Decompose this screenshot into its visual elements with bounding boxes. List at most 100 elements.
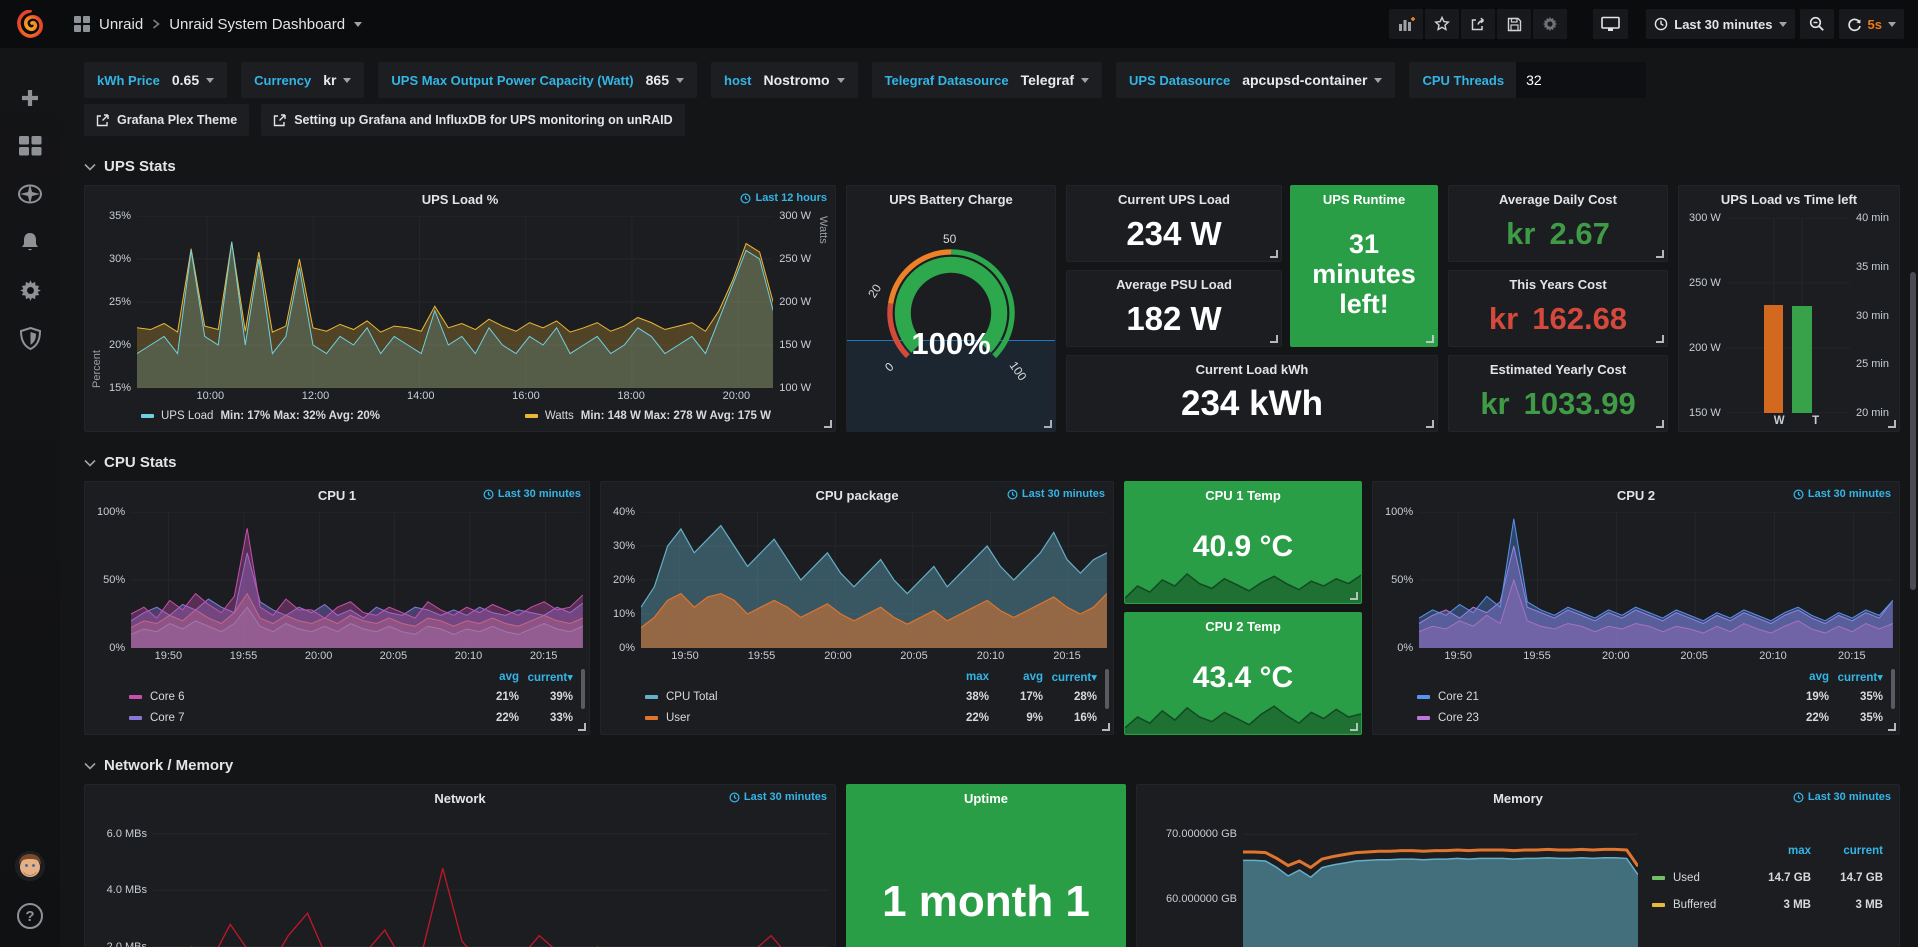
legend-sort-header[interactable]: current▾ bbox=[1051, 671, 1097, 684]
variable-value[interactable]: apcupsd-container bbox=[1242, 72, 1383, 88]
section-network-memory[interactable]: Network / Memory bbox=[84, 757, 1900, 774]
dashboard-settings-button[interactable] bbox=[1533, 9, 1568, 39]
panel-title[interactable]: Average PSU Load bbox=[1116, 276, 1232, 292]
legend-sort-header[interactable]: current bbox=[1843, 844, 1883, 857]
legend-series-toggle[interactable]: User bbox=[645, 712, 935, 724]
page-scrollbar[interactable] bbox=[1910, 272, 1916, 590]
plot-area[interactable] bbox=[641, 512, 1107, 648]
panel-title[interactable]: Estimated Yearly Cost bbox=[1489, 361, 1627, 377]
panel-title[interactable]: UPS Load % bbox=[421, 191, 499, 207]
network-chart[interactable] bbox=[153, 815, 829, 947]
plot-area[interactable] bbox=[131, 512, 583, 648]
sidebar-item-create[interactable] bbox=[18, 86, 42, 110]
panel-time-override[interactable]: Last 30 minutes bbox=[1007, 488, 1105, 500]
share-button[interactable] bbox=[1461, 9, 1496, 39]
variable-telegraf-datasource[interactable]: Telegraf Datasource Telegraf bbox=[871, 62, 1103, 98]
chevron-down-icon[interactable] bbox=[354, 21, 363, 27]
panel-title[interactable]: This Years Cost bbox=[1509, 276, 1607, 292]
legend-series-toggle[interactable]: Core 6 bbox=[129, 691, 465, 703]
legend-sort-header[interactable]: avg bbox=[1023, 670, 1043, 683]
legend-series-toggle[interactable]: Used bbox=[1652, 872, 1739, 884]
zoom-out-button[interactable] bbox=[1799, 9, 1834, 39]
panel-title[interactable]: CPU package bbox=[815, 487, 899, 503]
save-button[interactable] bbox=[1497, 9, 1532, 39]
panel-title[interactable]: UPS Battery Charge bbox=[889, 191, 1013, 207]
sidebar-item-configuration[interactable] bbox=[18, 278, 42, 302]
sidebar-item-server-admin[interactable] bbox=[18, 326, 42, 350]
panel-time-override[interactable]: Last 12 hours bbox=[740, 192, 827, 204]
variable-ups-max-output[interactable]: UPS Max Output Power Capacity (Watt) 865 bbox=[378, 62, 697, 98]
variable-value[interactable]: 0.65 bbox=[172, 72, 215, 88]
panel-title[interactable]: UPS Runtime bbox=[1322, 191, 1406, 207]
panel-title[interactable]: Uptime bbox=[963, 790, 1009, 806]
sidebar-item-explore[interactable] bbox=[18, 182, 42, 206]
plot-area[interactable] bbox=[1727, 218, 1850, 413]
legend-series-toggle[interactable]: Core 21 bbox=[1417, 691, 1775, 703]
user-avatar[interactable] bbox=[15, 851, 45, 881]
cycle-view-mode-button[interactable] bbox=[1593, 9, 1629, 39]
bar-W[interactable] bbox=[1763, 305, 1784, 413]
variable-kwh-price[interactable]: kWh Price 0.65 bbox=[84, 62, 228, 98]
legend-scrollbar[interactable] bbox=[581, 669, 585, 709]
variable-currency[interactable]: Currency kr bbox=[241, 62, 365, 98]
add-panel-button[interactable] bbox=[1389, 9, 1424, 39]
plot-area[interactable] bbox=[137, 216, 774, 388]
panel-time-override[interactable]: Last 30 minutes bbox=[483, 488, 581, 500]
legend-sort-header[interactable]: max bbox=[1787, 844, 1811, 857]
legend-sort-header[interactable]: max bbox=[965, 670, 989, 683]
sidebar-item-alerting[interactable] bbox=[18, 230, 42, 254]
section-ups-stats[interactable]: UPS Stats bbox=[84, 158, 1900, 175]
variable-ups-datasource[interactable]: UPS Datasource apcupsd-container bbox=[1116, 62, 1396, 98]
legend-series-toggle[interactable]: CPU Total bbox=[645, 691, 935, 703]
legend-sort-header[interactable]: avg bbox=[499, 670, 519, 683]
plot-area[interactable] bbox=[1243, 815, 1638, 947]
legend-series-toggle[interactable]: Core 23 bbox=[1417, 712, 1775, 724]
link-grafana-plex-theme[interactable]: Grafana Plex Theme bbox=[84, 104, 250, 136]
variable-value[interactable]: Nostromo bbox=[763, 72, 845, 88]
legend-series-toggle[interactable]: Buffered bbox=[1652, 899, 1739, 911]
cpu-threads-input[interactable]: 32 bbox=[1516, 62, 1647, 98]
memory-chart[interactable] bbox=[1243, 815, 1638, 947]
plot-area[interactable] bbox=[153, 815, 829, 947]
favorite-button[interactable] bbox=[1425, 9, 1460, 39]
bar-T[interactable] bbox=[1792, 305, 1812, 413]
panel-title[interactable]: CPU 1 Temp bbox=[1205, 487, 1281, 503]
link-ups-monitoring-guide[interactable]: Setting up Grafana and InfluxDB for UPS … bbox=[261, 104, 685, 136]
panel-title[interactable]: CPU 2 Temp bbox=[1205, 618, 1281, 634]
cpu1-chart[interactable] bbox=[131, 512, 583, 648]
variable-host[interactable]: host Nostromo bbox=[711, 62, 858, 98]
panel-time-override[interactable]: Last 30 minutes bbox=[1793, 791, 1891, 803]
breadcrumb-folder[interactable]: Unraid bbox=[99, 15, 144, 33]
legend-sort-header[interactable]: current▾ bbox=[527, 671, 573, 684]
sidebar-item-dashboards[interactable] bbox=[18, 134, 42, 158]
panel-title[interactable]: UPS Load vs Time left bbox=[1720, 191, 1858, 207]
legend-scrollbar[interactable] bbox=[1891, 669, 1895, 709]
breadcrumb-dashboard-title[interactable]: Unraid System Dashboard bbox=[169, 15, 346, 33]
variable-value[interactable]: 865 bbox=[646, 72, 684, 88]
cpu-package-chart[interactable] bbox=[641, 512, 1107, 648]
panel-time-override[interactable]: Last 30 minutes bbox=[1793, 488, 1891, 500]
legend-series-toggle[interactable]: UPS Load Min: 17% Max: 32% Avg: 20% bbox=[141, 410, 380, 422]
legend-series-toggle[interactable]: Core 7 bbox=[129, 712, 465, 724]
variable-value[interactable]: kr bbox=[323, 72, 352, 88]
legend-series-toggle[interactable]: Watts Min: 148 W Max: 278 W Avg: 175 W bbox=[524, 410, 771, 422]
variable-value[interactable]: Telegraf bbox=[1021, 72, 1090, 88]
cpu2-chart[interactable] bbox=[1419, 512, 1893, 648]
grafana-logo[interactable] bbox=[0, 10, 60, 38]
panel-title[interactable]: Network bbox=[434, 790, 486, 806]
time-range-picker[interactable]: Last 30 minutes bbox=[1646, 9, 1795, 39]
plot-area[interactable] bbox=[1419, 512, 1893, 648]
panel-time-override[interactable]: Last 30 minutes bbox=[729, 791, 827, 803]
section-cpu-stats[interactable]: CPU Stats bbox=[84, 454, 1900, 471]
panel-title[interactable]: Current Load kWh bbox=[1195, 361, 1309, 377]
legend-sort-header[interactable]: avg bbox=[1809, 670, 1829, 683]
refresh-picker[interactable]: 5s bbox=[1838, 9, 1904, 39]
panel-title[interactable]: CPU 2 bbox=[1616, 487, 1656, 503]
ups-load-chart[interactable] bbox=[137, 216, 774, 388]
legend-scrollbar[interactable] bbox=[1105, 669, 1109, 709]
legend-sort-header[interactable]: current▾ bbox=[1837, 671, 1883, 684]
panel-title[interactable]: CPU 1 bbox=[317, 487, 357, 503]
panel-title[interactable]: Average Daily Cost bbox=[1498, 191, 1617, 207]
panel-title[interactable]: Current UPS Load bbox=[1118, 191, 1230, 207]
help-button[interactable]: ? bbox=[17, 903, 43, 929]
